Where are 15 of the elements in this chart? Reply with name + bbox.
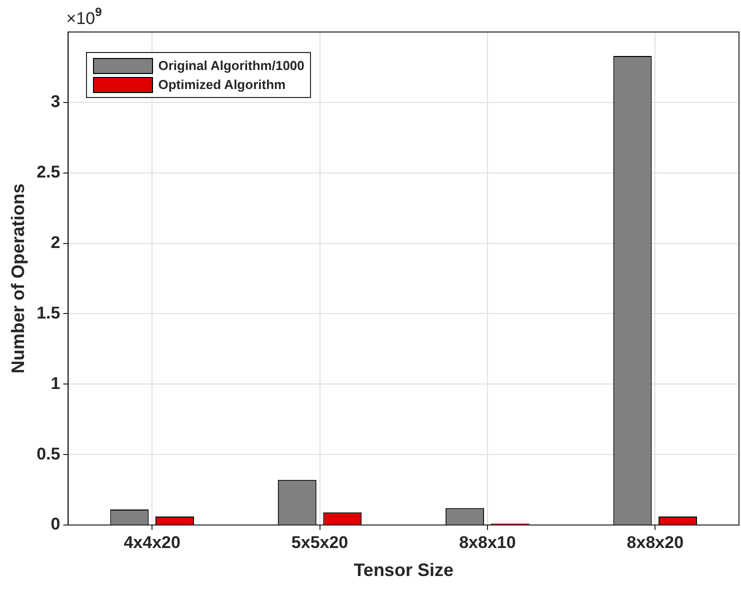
y-tick-label: 0.5 <box>36 444 60 464</box>
legend-label: Original Algorithm/1000 <box>158 58 304 73</box>
y-tick-label: 3 <box>50 92 60 112</box>
x-tick-label: 5x5x20 <box>291 532 348 552</box>
x-tick-label: 8x8x20 <box>626 532 684 552</box>
y-tick-label: 2.5 <box>36 162 60 182</box>
x-tick-label: 8x8x10 <box>459 532 516 552</box>
y-tick-label: 2 <box>50 232 60 252</box>
y-tick-label: 0 <box>50 514 60 534</box>
y-axis-title: Number of Operations <box>8 183 28 374</box>
x-tick-label: 4x4x20 <box>124 532 180 552</box>
legend-label: Optimized Algorithm <box>158 77 286 92</box>
y-tick-label: 1 <box>50 374 60 393</box>
x-axis-title: Tensor Size <box>354 560 454 580</box>
y-tick-label: 1.5 <box>36 303 60 322</box>
